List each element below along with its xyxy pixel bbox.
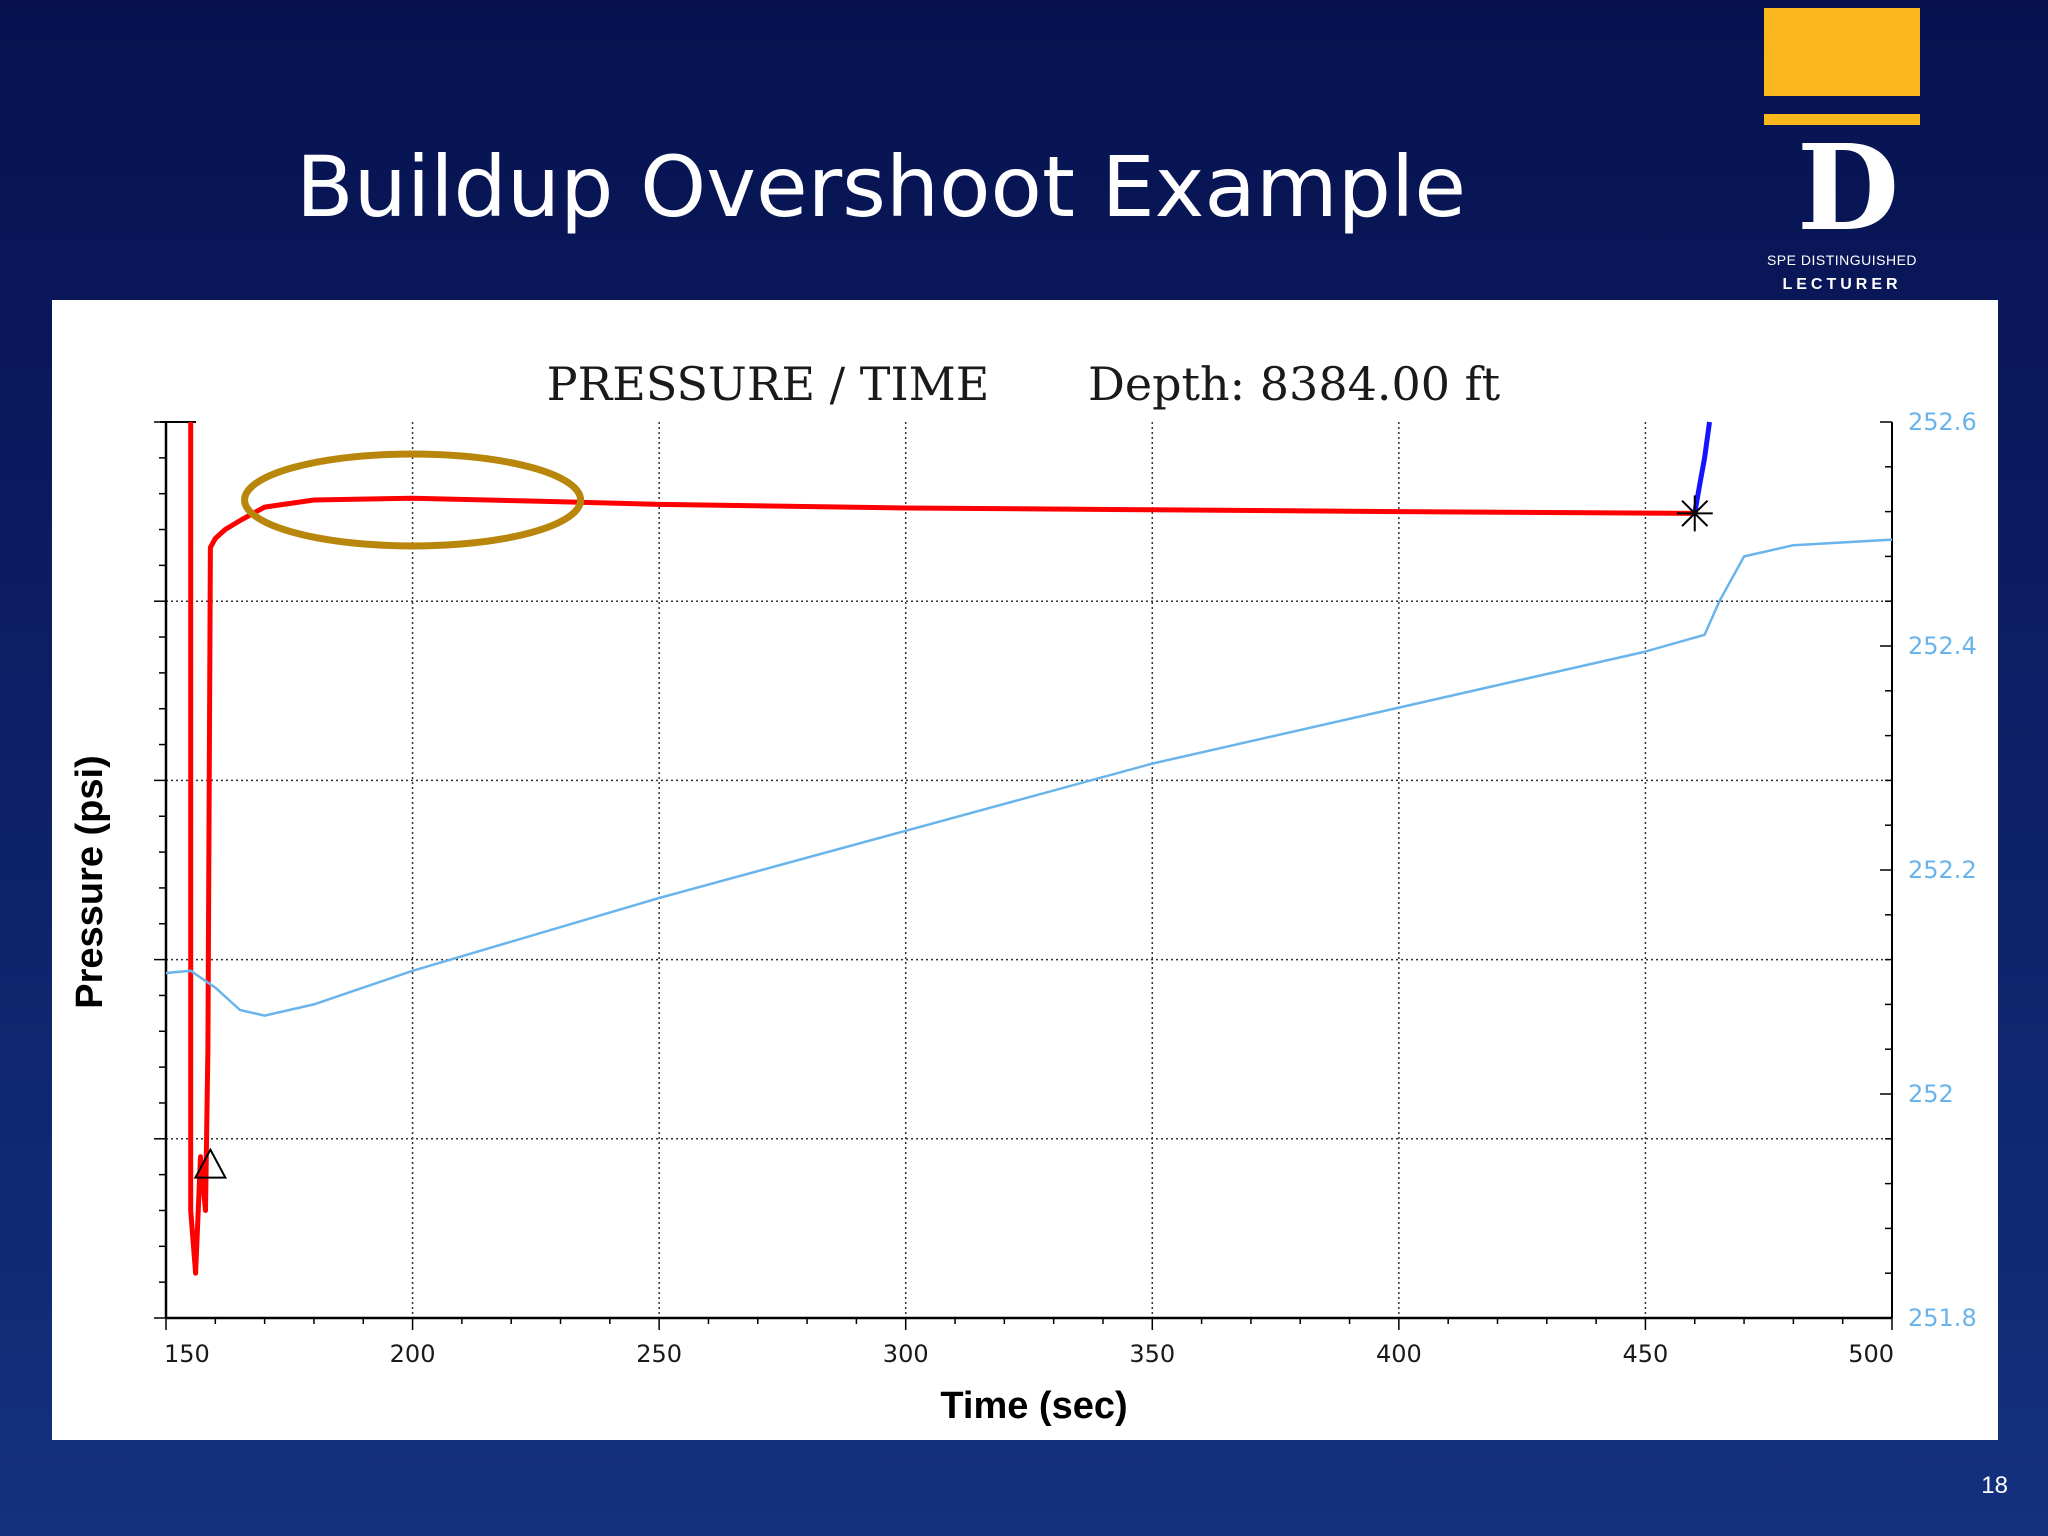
x-tick-label: 300 — [883, 1340, 929, 1368]
y2-tick-label: 252.2 — [1908, 856, 1977, 884]
x-axis-label: Time (sec) — [940, 1385, 1127, 1427]
x-tick-label: 150 — [164, 1340, 210, 1368]
x-tick-label: 400 — [1376, 1340, 1422, 1368]
x-tick-label: 350 — [1129, 1340, 1175, 1368]
chart-title: PRESSURE / TIME — [547, 357, 990, 411]
x-tick-label: 500 — [1848, 1340, 1894, 1368]
y2-tick-label: 251.8 — [1908, 1304, 1977, 1332]
x-tick-label: 450 — [1623, 1340, 1669, 1368]
logo-line — [1764, 114, 1920, 125]
spe-logo: D SPE DISTINGUISHED LECTURER — [1764, 8, 1922, 298]
overshoot-ellipse — [241, 450, 585, 550]
y2-tick-label: 252 — [1908, 1080, 1954, 1108]
y2-tick-label: 252.6 — [1908, 408, 1977, 436]
page-number: 18 — [1981, 1472, 2008, 1499]
star-marker — [1676, 495, 1713, 532]
x-tick-label: 200 — [390, 1340, 436, 1368]
series-line-0 — [188, 422, 1695, 1276]
series-line-2 — [165, 538, 1893, 1017]
pressure-time-chart: 150 200 250 300 350 400 450 500 251.8 252 252.2 252… — [69, 357, 1977, 1427]
y2-tick-label: 252.4 — [1908, 632, 1977, 660]
star-marker-stroke — [1681, 499, 1709, 527]
x-tick-label: 250 — [636, 1340, 682, 1368]
series-line-1 — [1692, 421, 1712, 514]
logo-bar — [1764, 8, 1920, 96]
triangle-marker — [193, 1147, 228, 1179]
logo-text-line1: SPE DISTINGUISHED — [1766, 252, 1918, 268]
logo-text-line2: LECTURER — [1782, 276, 1902, 293]
slide-title: Buildup Overshoot Example — [296, 138, 1467, 236]
y-axis-label: Pressure (psi) — [69, 755, 111, 1008]
chart-subtitle: Depth: 8384.00 ft — [1088, 357, 1501, 411]
logo-letter: D — [1796, 118, 1900, 257]
chart-panel: 150 200 250 300 350 400 450 500 251.8 252 252.2 252… — [52, 300, 1998, 1440]
